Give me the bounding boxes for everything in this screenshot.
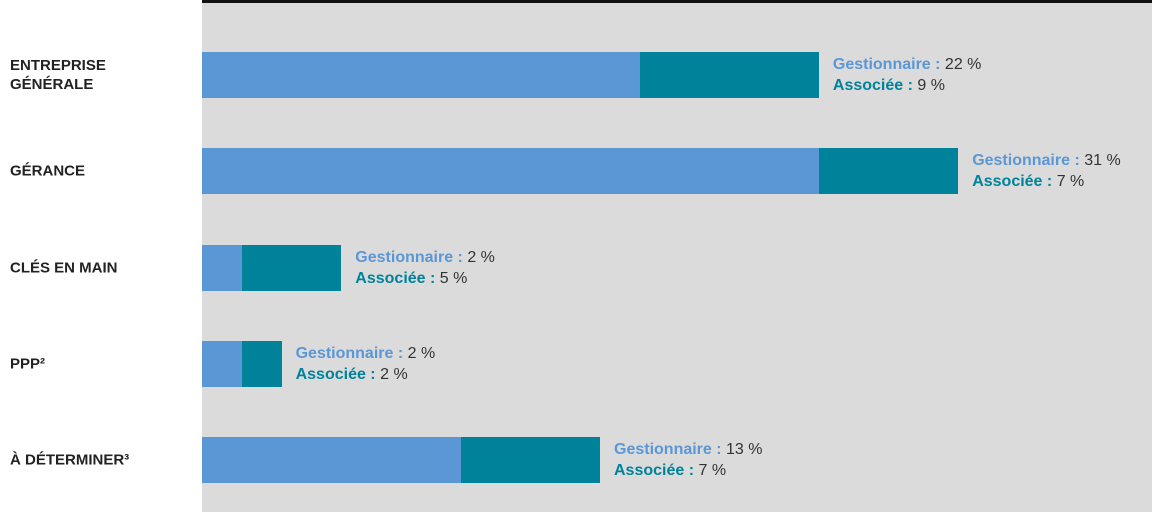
category-label: ENTREPRISE GÉNÉRALE	[10, 57, 106, 93]
bar-segment	[460, 437, 600, 484]
category-label: PPP²	[10, 355, 46, 373]
series-name: Gestionnaire :	[614, 441, 722, 459]
value-label: Associée : 7 %	[972, 171, 1121, 192]
value-text: 7 %	[1056, 173, 1085, 191]
value-text: 5 %	[439, 269, 468, 287]
value-label-group: Gestionnaire : 31 % Associée : 7 %	[972, 150, 1121, 192]
category-label: GÉRANCE	[10, 162, 86, 180]
bar-segment	[202, 244, 242, 291]
value-label: Gestionnaire : 2 %	[296, 343, 436, 364]
bar-segment	[241, 340, 282, 387]
value-text: 9 %	[917, 77, 945, 94]
bar-segment	[202, 52, 640, 98]
value-text: 2 %	[380, 365, 408, 383]
value-label: Associée : 5 %	[355, 268, 495, 289]
bar-segment	[639, 52, 819, 98]
series-name: Associée :	[832, 77, 913, 94]
value-label-group: Gestionnaire : 2 % Associée : 2 %	[296, 343, 436, 385]
series-name: Associée :	[295, 365, 376, 383]
bar-segment	[818, 148, 959, 195]
bar-segment	[241, 244, 342, 291]
series-name: Gestionnaire :	[355, 248, 463, 266]
value-label: Gestionnaire : 31 %	[972, 150, 1121, 171]
value-text: 2 %	[407, 344, 436, 362]
bar-segment	[202, 340, 242, 387]
value-label-group: Gestionnaire : 22 % Associée : 9 %	[833, 54, 982, 96]
value-text: 7 %	[698, 462, 727, 480]
series-name: Gestionnaire :	[972, 152, 1080, 170]
value-text: 22 %	[944, 56, 982, 73]
bar-segment	[202, 148, 819, 195]
series-name: Associée :	[355, 269, 436, 287]
series-name: Gestionnaire :	[295, 344, 404, 362]
value-label: Associée : 9 %	[833, 75, 982, 96]
series-name: Associée :	[972, 173, 1053, 191]
bar-segment	[202, 437, 461, 484]
top-rule	[202, 0, 1152, 3]
value-label-group: Gestionnaire : 2 % Associée : 5 %	[355, 247, 495, 289]
value-label: Gestionnaire : 22 %	[833, 54, 982, 75]
value-label: Gestionnaire : 2 %	[355, 247, 495, 268]
category-label: CLÉS EN MAIN	[10, 259, 118, 277]
series-name: Associée :	[614, 462, 695, 480]
category-label: À DÉTERMINER³	[10, 451, 130, 469]
value-label: Associée : 2 %	[296, 364, 436, 385]
value-label: Associée : 7 %	[614, 460, 763, 481]
value-text: 2 %	[467, 248, 495, 266]
value-text: 31 %	[1084, 152, 1121, 170]
value-label-group: Gestionnaire : 13 % Associée : 7 %	[614, 439, 763, 481]
value-label: Gestionnaire : 13 %	[614, 439, 763, 460]
series-name: Gestionnaire :	[832, 56, 941, 73]
value-text: 13 %	[726, 441, 763, 459]
